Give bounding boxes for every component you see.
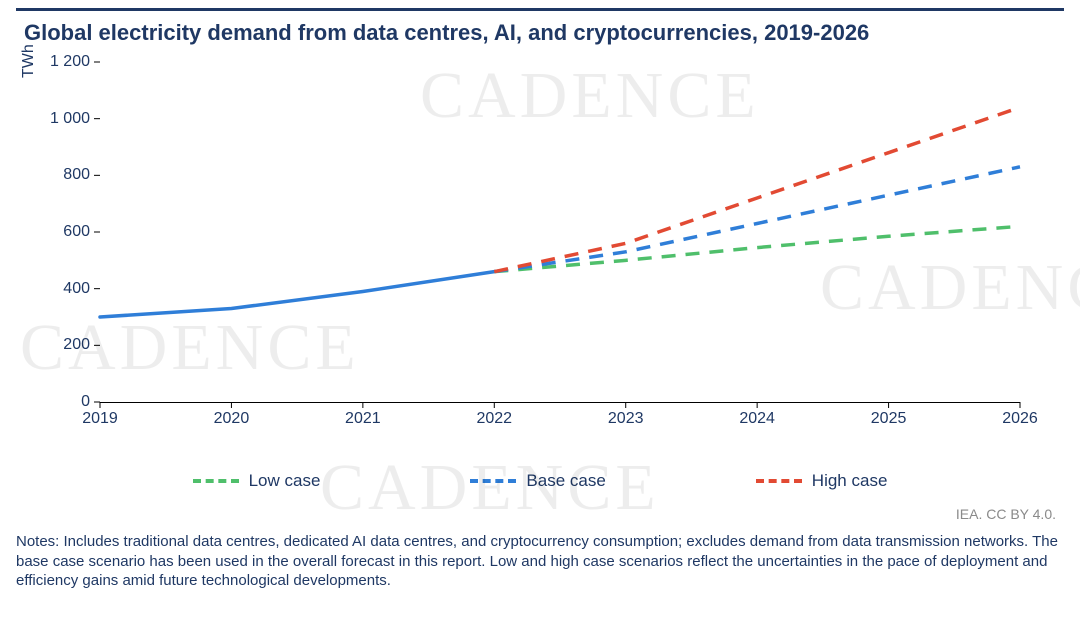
chart-title: Global electricity demand from data cent… xyxy=(24,20,869,46)
x-tick-label: 2019 xyxy=(82,402,118,428)
legend-swatch xyxy=(470,479,516,483)
plot-svg xyxy=(100,62,1020,402)
attribution: IEA. CC BY 4.0. xyxy=(956,506,1056,522)
x-tick-label: 2024 xyxy=(739,402,775,428)
notes-text: Notes: Includes traditional data centres… xyxy=(16,532,1064,591)
y-tick-label: 400 xyxy=(63,280,100,298)
y-tick-label: 200 xyxy=(63,336,100,354)
legend-item-low: Low case xyxy=(193,471,321,491)
legend-label: Base case xyxy=(526,471,605,491)
x-tick-label: 2021 xyxy=(345,402,381,428)
y-tick-label: 1 000 xyxy=(50,110,100,128)
x-tick-label: 2025 xyxy=(871,402,907,428)
legend-label: Low case xyxy=(249,471,321,491)
x-tick-label: 2022 xyxy=(476,402,512,428)
x-tick-label: 2023 xyxy=(608,402,644,428)
y-tick-label: 600 xyxy=(63,223,100,241)
y-tick-label: 1 200 xyxy=(50,53,100,71)
legend-item-base: Base case xyxy=(470,471,605,491)
legend-swatch xyxy=(193,479,239,483)
y-axis-label: TWh xyxy=(20,44,38,78)
legend-swatch xyxy=(756,479,802,483)
top-rule xyxy=(16,8,1064,11)
legend-item-high: High case xyxy=(756,471,888,491)
x-tick-label: 2026 xyxy=(1002,402,1038,428)
legend-label: High case xyxy=(812,471,888,491)
x-tick-label: 2020 xyxy=(214,402,250,428)
plot-region: 02004006008001 0001 20020192020202120222… xyxy=(100,62,1020,402)
legend: Low case Base case High case xyxy=(0,470,1080,491)
y-tick-label: 800 xyxy=(63,166,100,184)
chart-area: TWh 02004006008001 0001 2002019202020212… xyxy=(40,62,1040,462)
